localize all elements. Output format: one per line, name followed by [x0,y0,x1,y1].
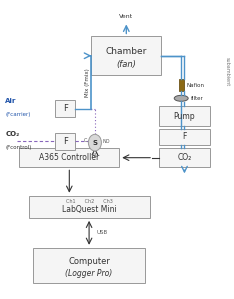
FancyBboxPatch shape [159,129,210,145]
FancyBboxPatch shape [179,79,184,91]
FancyBboxPatch shape [55,133,75,150]
Text: CO₂: CO₂ [5,131,20,137]
Text: NC: NC [91,153,99,158]
Text: (Fcontrol): (Fcontrol) [5,145,32,150]
Ellipse shape [174,95,188,101]
Text: Computer: Computer [68,257,110,266]
Text: Nafion: Nafion [186,83,204,88]
Text: Chamber: Chamber [106,47,147,56]
Text: F: F [63,137,68,146]
Text: CO₂: CO₂ [177,153,192,162]
Text: (fan): (fan) [116,60,136,69]
Text: Ch1      Ch2      Ch3: Ch1 Ch2 Ch3 [66,199,113,205]
Text: filter: filter [190,96,203,101]
Text: NO: NO [102,139,110,144]
FancyBboxPatch shape [55,100,75,117]
FancyBboxPatch shape [33,248,145,283]
Text: A365 Controller: A365 Controller [39,153,99,162]
FancyBboxPatch shape [19,148,119,167]
Circle shape [88,134,101,151]
Text: LabQuest Mini: LabQuest Mini [62,205,117,214]
FancyBboxPatch shape [29,196,150,218]
Text: subambient: subambient [225,57,230,87]
Text: Air: Air [5,98,17,104]
FancyBboxPatch shape [159,148,210,167]
FancyBboxPatch shape [159,106,210,126]
Text: C: C [84,138,87,143]
Text: (Logger Pro): (Logger Pro) [66,269,113,278]
Text: Pump: Pump [174,112,195,120]
Text: Mix (Fmix): Mix (Fmix) [85,68,90,97]
Text: Vent: Vent [119,14,133,19]
Text: F: F [63,104,68,113]
Text: F: F [182,132,187,141]
FancyBboxPatch shape [91,36,161,75]
Text: (Fcarrier): (Fcarrier) [5,112,31,117]
Text: S: S [92,140,97,146]
Text: USB: USB [96,230,107,235]
